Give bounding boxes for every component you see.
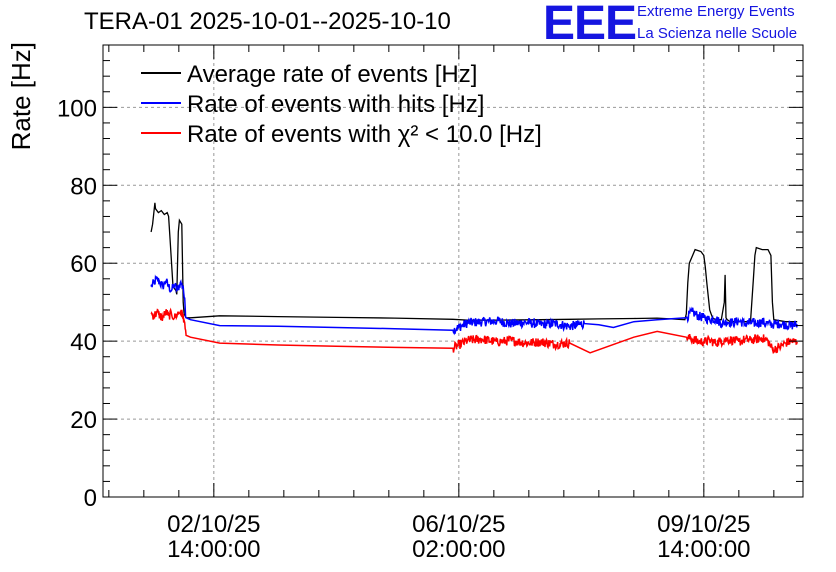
- series-line-1: [150, 202, 798, 323]
- legend-label-2: Rate of events with hits [Hz]: [187, 91, 484, 118]
- y-axis-label: Rate [Hz]: [6, 42, 36, 150]
- y-tick-label: 0: [84, 485, 97, 512]
- series-line-2: [150, 274, 798, 336]
- y-tick-label: 80: [70, 173, 97, 200]
- series-lines: [150, 202, 798, 354]
- x-tick-label-date: 02/10/25: [167, 511, 260, 538]
- y-tick-label: 20: [70, 407, 97, 434]
- grid-lines: [103, 45, 803, 497]
- legend-label-3: Rate of events with χ² < 10.0 [Hz]: [187, 121, 542, 148]
- plot-frame: [102, 44, 804, 498]
- logo-subtitle-line1: Extreme Energy Events: [637, 3, 795, 20]
- x-tick-label-time: 14:00:00: [167, 536, 260, 563]
- axis-ticks: [103, 44, 803, 498]
- x-tick-label-date: 09/10/25: [657, 511, 750, 538]
- y-tick-label: 100: [57, 95, 97, 122]
- x-tick-label-time: 14:00:00: [657, 536, 750, 563]
- logo-subtitle-line2: La Scienza nelle Scuole: [637, 25, 798, 42]
- legend: Average rate of events [Hz] Rate of event…: [141, 61, 542, 148]
- x-tick-label-time: 02:00:00: [412, 536, 505, 563]
- x-tick-label-date: 06/10/25: [412, 511, 505, 538]
- chart-title: TERA-01 2025-10-01--2025-10-10: [84, 8, 451, 35]
- y-tick-label: 40: [70, 329, 97, 356]
- eee-logo: EEE: [543, 0, 637, 50]
- y-tick-label: 60: [70, 251, 97, 278]
- tick-labels: 02040608010002/10/2514:00:0006/10/2502:0…: [57, 95, 751, 563]
- legend-label-1: Average rate of events [Hz]: [187, 61, 477, 88]
- series-line-3: [150, 307, 798, 354]
